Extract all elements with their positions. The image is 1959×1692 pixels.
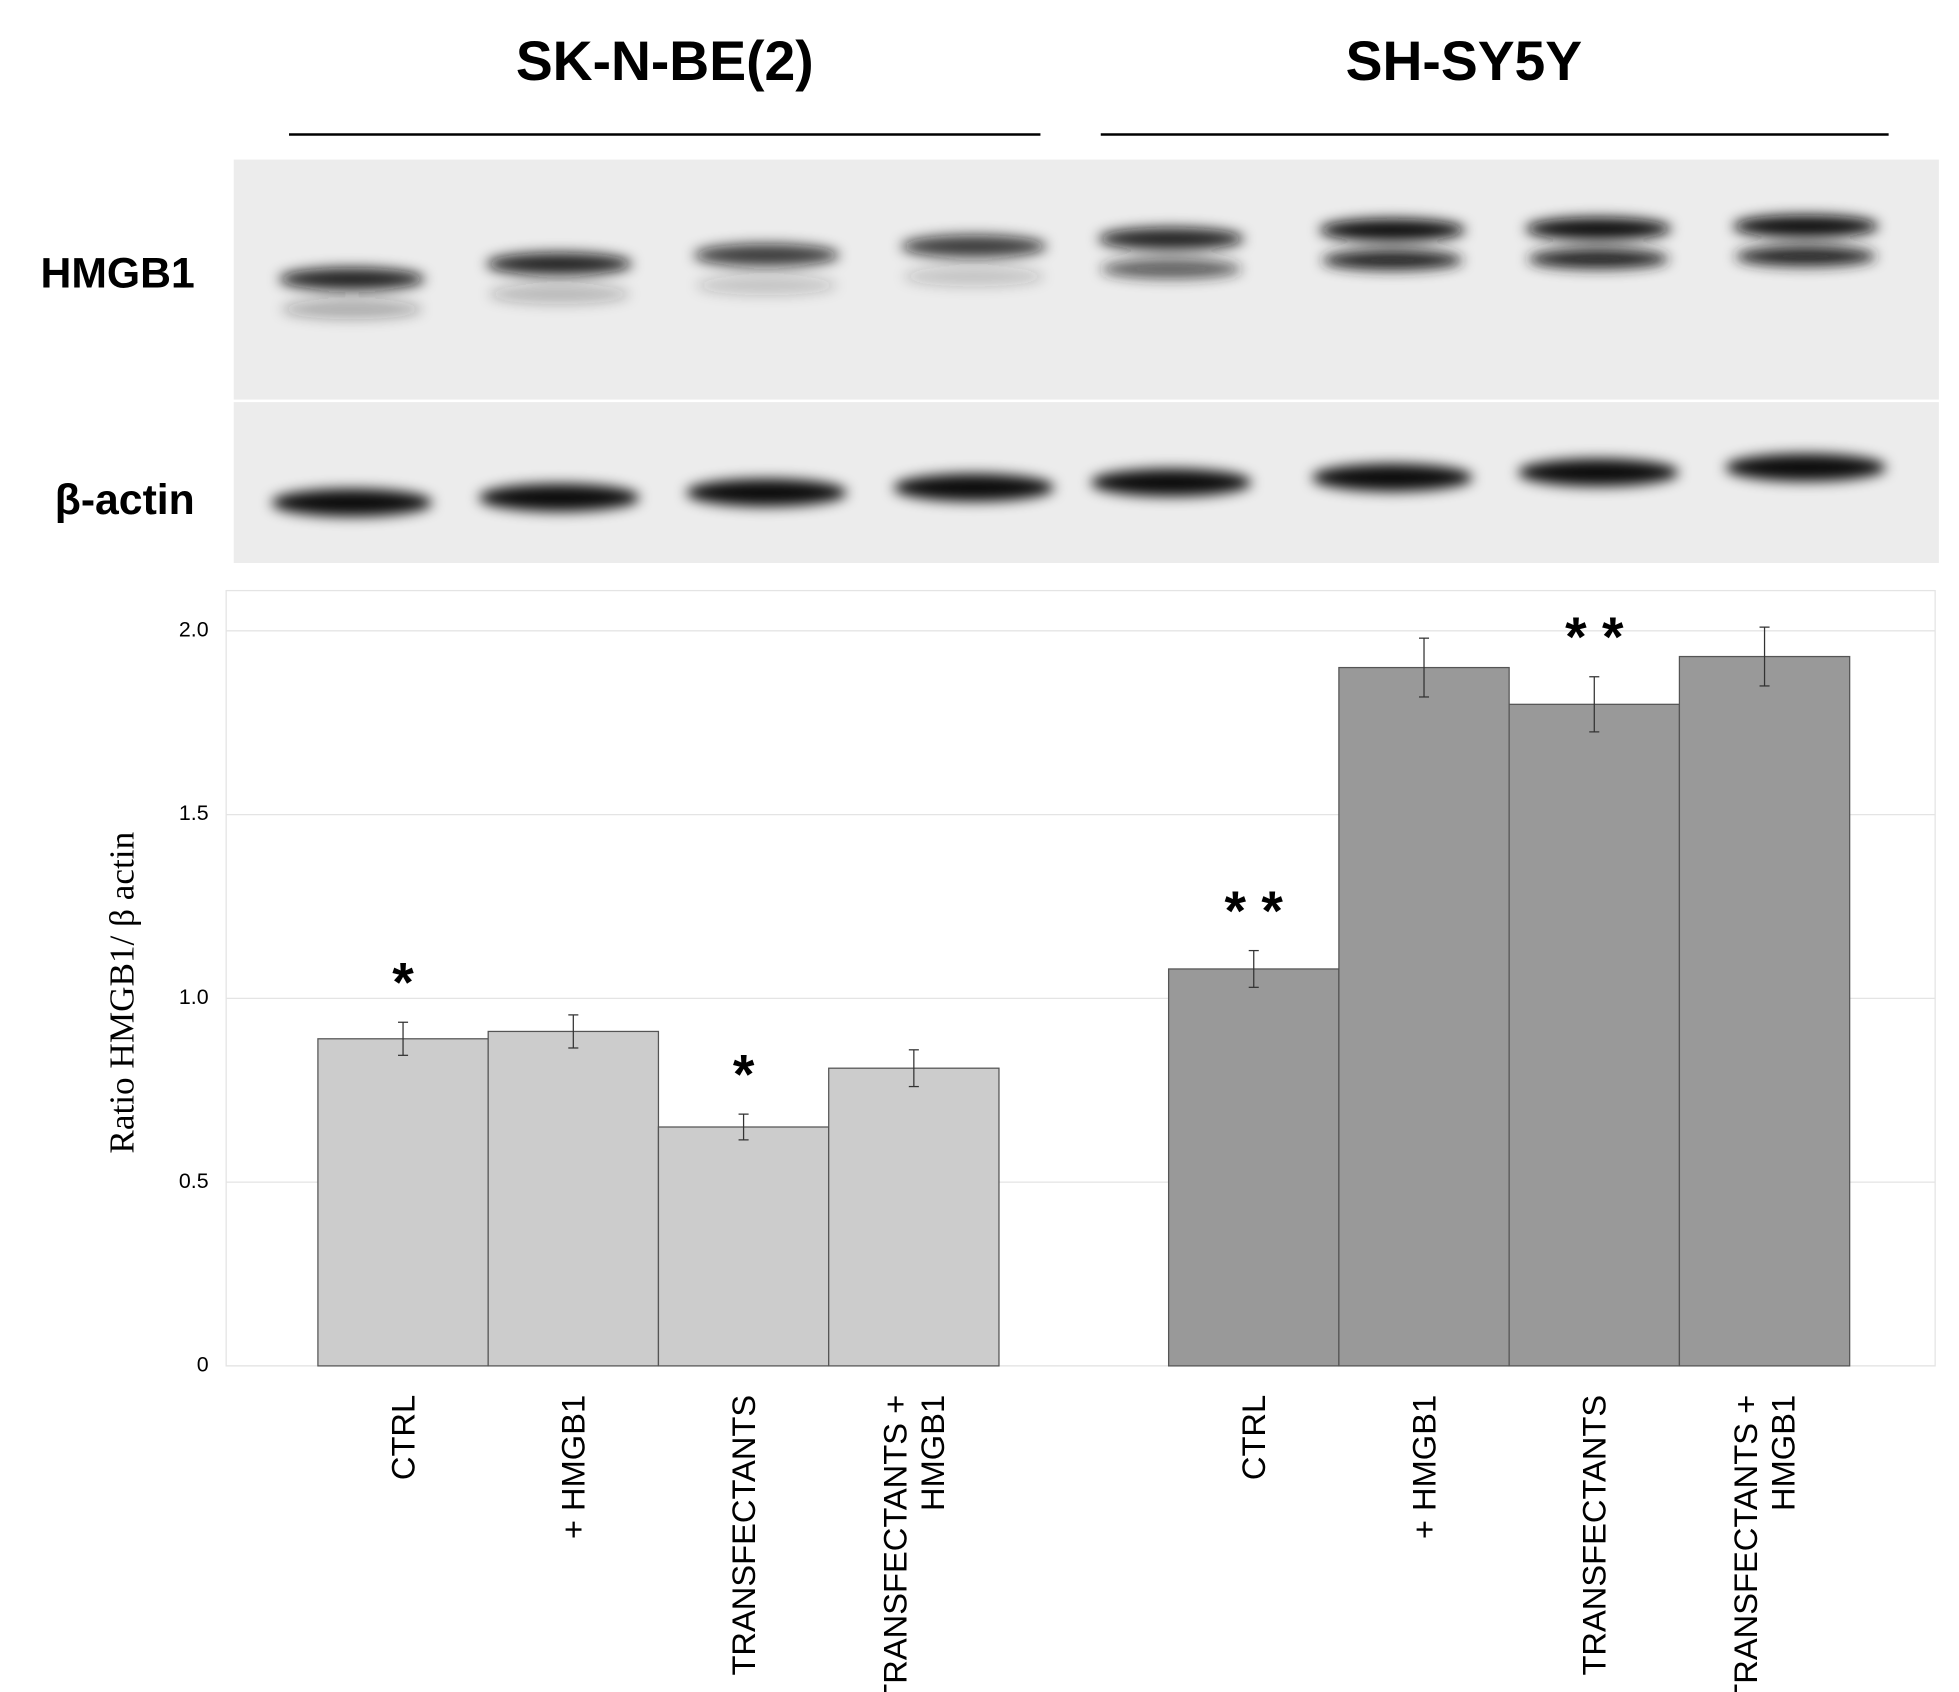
y-tick-label: 0	[197, 1353, 209, 1377]
band	[686, 478, 847, 507]
annotation: *	[392, 952, 414, 1014]
x-tick-label: TRANSFECTANTS + HMGB1	[1726, 1394, 1803, 1692]
band	[278, 267, 425, 291]
annotation: * *	[1225, 880, 1284, 942]
y-tick-label: 1.5	[179, 801, 209, 825]
band	[1732, 214, 1879, 238]
x-tick-label: + HMGB1	[1405, 1394, 1443, 1540]
band	[1725, 453, 1887, 482]
group-title: SK-N-BE(2)	[516, 30, 814, 92]
bar	[828, 1067, 1000, 1367]
bar	[657, 1126, 830, 1367]
blot-panel	[233, 159, 1939, 400]
group-title: SH-SY5Y	[1346, 30, 1583, 92]
annotation: * *	[1565, 606, 1624, 668]
band	[486, 252, 633, 276]
band	[1525, 217, 1672, 241]
band	[1319, 218, 1466, 242]
band	[1735, 246, 1877, 267]
band	[693, 243, 840, 267]
x-tick-label: + HMGB1	[554, 1394, 593, 1540]
x-tick-label-box: + HMGB1	[1405, 1394, 1443, 1540]
y-tick-label: 0.5	[179, 1169, 209, 1193]
y-axis-title: Ratio HMGB1/ β actin	[103, 831, 142, 1153]
y-tick-label: 2.0	[179, 617, 209, 641]
blot-bands	[271, 214, 1887, 517]
x-tick-label-box: + HMGB1	[554, 1394, 593, 1540]
bar	[487, 1030, 660, 1367]
band	[903, 266, 1045, 287]
x-tick-label: TRANSFECTANTS	[724, 1394, 763, 1676]
x-tick-label-box: CTRL	[1234, 1394, 1273, 1481]
band	[893, 473, 1055, 502]
band	[1321, 250, 1463, 271]
annotation: *	[733, 1044, 755, 1106]
bar	[1338, 666, 1510, 1367]
blot-label: β-actin	[55, 476, 195, 524]
x-tick-label-box: TRANSFECTANTS + HMGB1	[876, 1395, 951, 1692]
bar	[1678, 655, 1851, 1367]
band	[281, 299, 423, 320]
band	[271, 488, 433, 517]
band	[1100, 258, 1242, 279]
band	[1090, 468, 1252, 497]
band	[478, 483, 640, 512]
band	[1311, 463, 1473, 492]
band	[1527, 248, 1669, 269]
blot-panel	[233, 402, 1939, 563]
x-tick-label-box: TRANSFECTANTS	[724, 1394, 763, 1676]
x-tick-label: CTRL	[1234, 1394, 1273, 1481]
band	[696, 275, 837, 296]
x-tick-label-box: TRANSFECTANTS + HMGB1	[1727, 1395, 1802, 1692]
bar	[317, 1038, 489, 1367]
x-tick-label: TRANSFECTANTS + HMGB1	[876, 1394, 952, 1692]
x-tick-label: CTRL	[384, 1394, 422, 1481]
band	[488, 283, 630, 305]
x-tick-label-box: CTRL	[384, 1394, 422, 1481]
x-tick-label: TRANSFECTANTS	[1575, 1394, 1614, 1676]
blot-label: HMGB1	[40, 250, 194, 298]
bar	[1167, 968, 1340, 1367]
band	[1098, 227, 1245, 251]
y-tick-label: 1.0	[179, 985, 209, 1009]
x-tick-label-box: TRANSFECTANTS	[1575, 1394, 1614, 1676]
band	[900, 234, 1047, 258]
bar	[1508, 703, 1681, 1367]
band	[1517, 458, 1679, 487]
